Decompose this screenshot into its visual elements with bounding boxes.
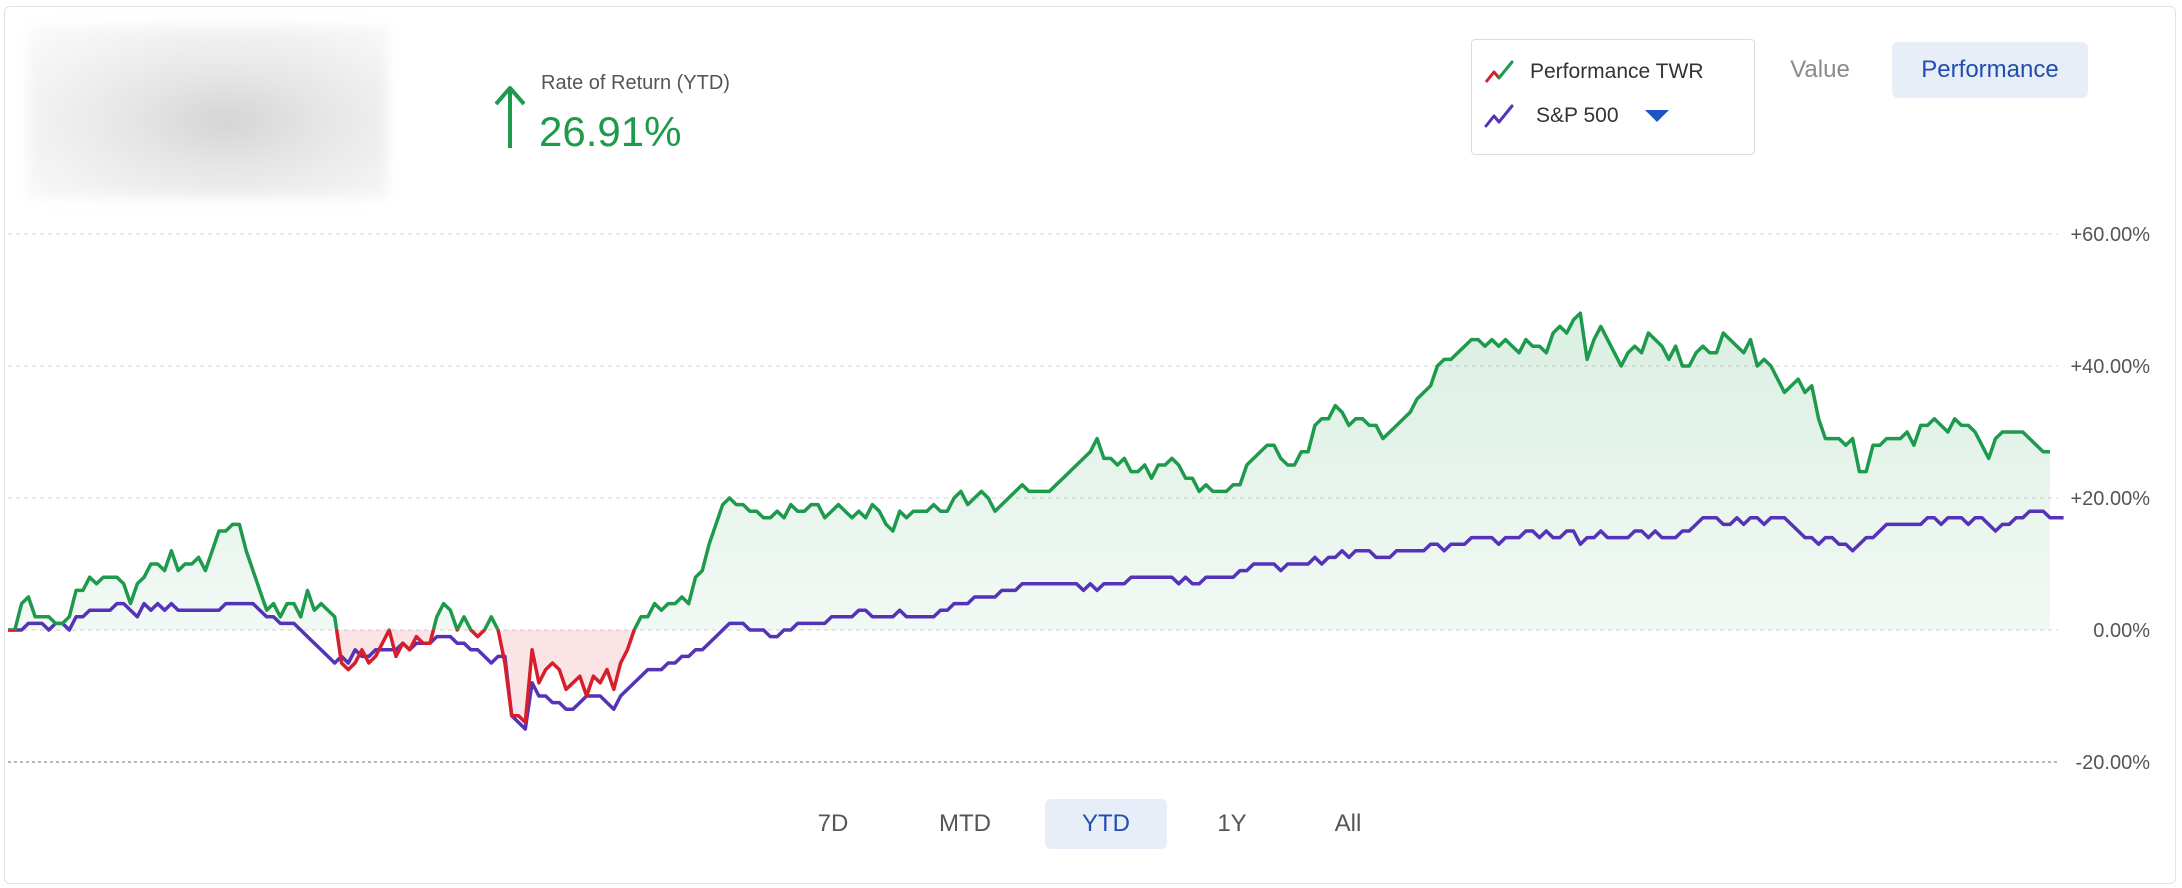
rate-of-return-label: Rate of Return (YTD) (541, 72, 730, 94)
series-line-performance-twr-positive (8, 311, 2050, 630)
legend-label-performance-twr: Performance TWR (1530, 60, 1704, 83)
range-button-mtd[interactable]: MTD (939, 810, 991, 837)
legend-label-sp500: S&P 500 (1536, 104, 1619, 127)
line-chart-icon-red-green (1484, 60, 1514, 83)
range-button-ytd[interactable]: YTD (1045, 799, 1167, 849)
series-line-sp500 (8, 509, 2064, 731)
rate-of-return-value: 26.91% (539, 108, 682, 155)
range-button-all[interactable]: All (1334, 810, 1362, 837)
series-line-performance-twr-negative (8, 630, 637, 725)
y-tick-label: +40.00% (2070, 356, 2150, 378)
performance-line-chart: +60.00% +40.00% +20.00% 0.00% -20.00% (8, 224, 2150, 774)
chart-legend: Performance TWR S&P 500 (1471, 39, 1755, 155)
line-chart-icon-purple (1484, 104, 1514, 128)
performance-toggle-button[interactable]: Performance (1892, 42, 2088, 98)
chart-areas (8, 313, 2050, 723)
y-tick-label: 0.00% (2093, 620, 2150, 642)
positive-area (8, 313, 2050, 630)
y-tick-label: -20.00% (2076, 752, 2151, 774)
legend-item-performance-twr: Performance TWR (1472, 52, 1704, 92)
legend-item-sp500[interactable]: S&P 500 (1472, 96, 1669, 136)
account-info-redacted (28, 26, 388, 198)
y-tick-label: +60.00% (2070, 224, 2150, 246)
value-toggle-button[interactable]: Value (1790, 56, 1850, 83)
range-button-7d[interactable]: 7D (817, 810, 849, 837)
dropdown-caret-icon[interactable] (1644, 110, 1669, 122)
range-button-1y[interactable]: 1Y (1217, 810, 1247, 837)
y-tick-label: +20.00% (2070, 488, 2150, 510)
chart-y-axis: +60.00% +40.00% +20.00% 0.00% -20.00% (2070, 224, 2150, 774)
negative-area (8, 630, 2050, 723)
up-arrow-icon (494, 86, 526, 148)
chart-lines (8, 311, 2064, 731)
